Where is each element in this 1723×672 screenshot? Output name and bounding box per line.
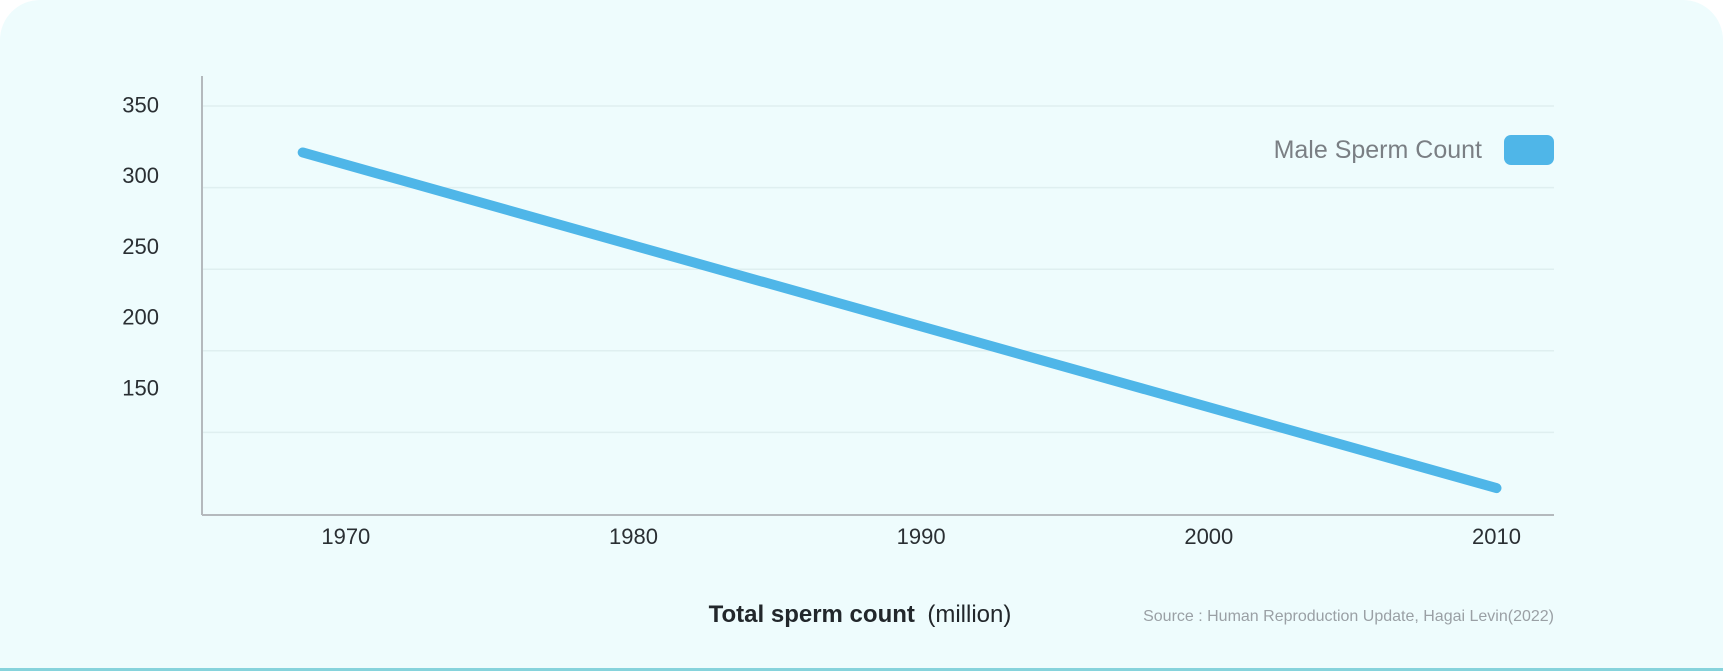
x-axis-label-title: Total sperm count [709,601,915,628]
legend-swatch [1504,135,1554,165]
y-tick-label: 300 [122,163,159,188]
x-tick-labels: 1970 1980 1990 2000 2010 [321,524,1521,549]
x-axis-label-unit: (million) [927,601,1011,628]
legend-label: Male Sperm Count [1274,136,1482,164]
x-tick-label: 1980 [609,524,658,549]
x-tick-label: 1970 [321,524,370,549]
y-tick-label: 250 [122,234,159,259]
x-tick-label: 2010 [1472,524,1521,549]
series-line [297,147,1502,494]
x-axis-label: Total sperm count (million) [709,601,1012,628]
axes [201,76,1554,516]
source-note: Source : Human Reproduction Update, Haga… [1143,608,1554,625]
x-tick-label: 1990 [897,524,946,549]
y-tick-label: 350 [122,92,159,117]
y-tick-labels: 350 300 250 200 150 [122,92,159,400]
y-tick-label: 150 [122,376,159,401]
series-lines [297,147,1502,494]
legend: Male Sperm Count [1274,135,1554,165]
x-tick-label: 2000 [1184,524,1233,549]
y-tick-label: 200 [122,305,159,330]
